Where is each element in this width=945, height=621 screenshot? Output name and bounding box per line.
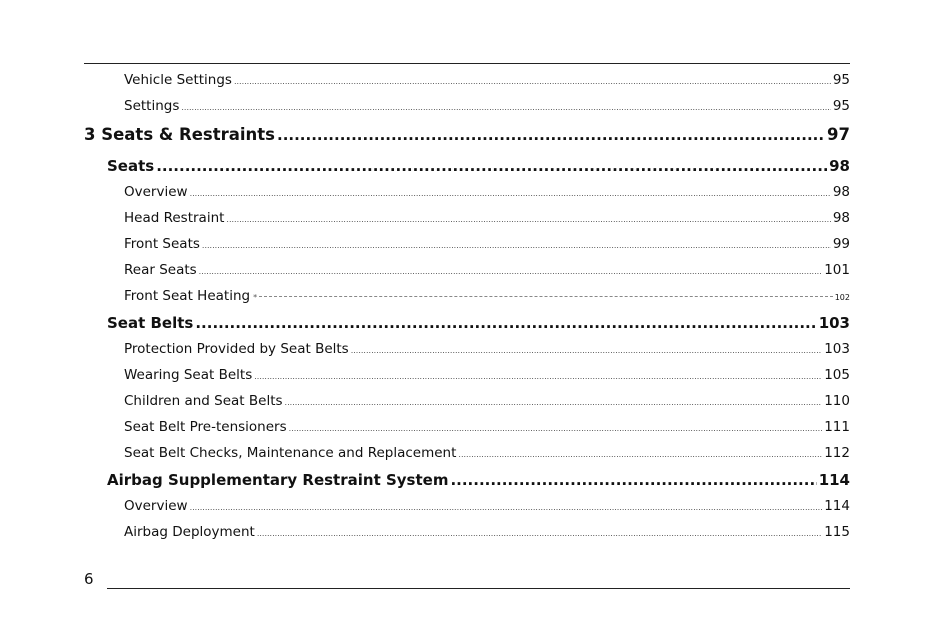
dot-leader xyxy=(226,215,830,224)
toc-entry-title: Settings xyxy=(124,98,180,114)
toc-entry-page: 112 xyxy=(824,445,850,461)
dot-leader xyxy=(254,372,822,381)
dot-leader xyxy=(190,503,823,512)
toc-entry-title: Wearing Seat Belts xyxy=(124,367,253,383)
toc-entry-title: Front Seat Heating xyxy=(124,288,251,304)
toc-entry-page: 103 xyxy=(824,341,850,357)
toc-entry[interactable]: Front Seat Heating * 102 xyxy=(124,288,850,304)
toc-entry[interactable]: Protection Provided by Seat Belts 103 xyxy=(124,341,850,357)
toc-entry-title: Overview xyxy=(124,184,188,200)
toc-entry-title: Airbag Supplementary Restraint System xyxy=(107,471,449,489)
dot-leader xyxy=(351,346,823,355)
toc-entry-title: Head Restraint xyxy=(124,210,225,226)
toc-entry-page: 105 xyxy=(824,367,850,383)
toc-entry[interactable]: Seats 98 xyxy=(107,157,850,175)
toc-entry[interactable]: Seat Belts 103 xyxy=(107,314,850,332)
toc-entry-title: Vehicle Settings xyxy=(124,72,232,88)
toc-entry-page: 95 xyxy=(832,72,850,88)
toc-entry-title: Seat Belts xyxy=(107,314,194,332)
toc-entry[interactable]: Settings 95 xyxy=(124,98,850,114)
dot-leader xyxy=(289,424,823,433)
toc-entry[interactable]: Seat Belt Checks, Maintenance and Replac… xyxy=(124,445,850,461)
dot-leader xyxy=(285,398,823,407)
toc-entry-page: 101 xyxy=(824,262,850,278)
toc-entry-page: 111 xyxy=(824,419,850,435)
toc-entry-title: Rear Seats xyxy=(124,262,197,278)
toc-entry-page: 98 xyxy=(832,210,850,226)
toc-entry-title: Seat Belt Pre-tensioners xyxy=(124,419,287,435)
dot-leader xyxy=(257,529,822,538)
toc-entry[interactable]: Head Restraint 98 xyxy=(124,210,850,226)
toc-entry-title: 3 Seats & Restraints xyxy=(84,125,276,144)
toc-entry-page: 114 xyxy=(818,471,850,489)
dot-leader xyxy=(199,267,823,276)
toc-entry-page: 98 xyxy=(832,184,850,200)
dot-leader xyxy=(181,103,830,112)
dot-leader xyxy=(202,241,831,250)
dot-leader xyxy=(156,157,827,175)
footer-rule xyxy=(107,588,850,589)
dot-leader xyxy=(450,471,816,489)
toc-entry-page: 98 xyxy=(829,157,850,175)
toc-entry[interactable]: Airbag Deployment 115 xyxy=(124,524,850,540)
toc-entry[interactable]: 3 Seats & Restraints 97 xyxy=(84,125,850,144)
toc-entry-page: 97 xyxy=(827,125,850,144)
toc-entry-title: Children and Seat Belts xyxy=(124,393,283,409)
dot-leader xyxy=(234,77,831,86)
toc-entry-page: 95 xyxy=(832,98,850,114)
toc-entry[interactable]: Children and Seat Belts 110 xyxy=(124,393,850,409)
footnote-marker: * xyxy=(253,293,258,302)
dot-leader xyxy=(458,450,822,459)
toc-entry-page: 102 xyxy=(834,293,850,302)
toc-entry-title: Seat Belt Checks, Maintenance and Replac… xyxy=(124,445,457,461)
toc-entry[interactable]: Airbag Supplementary Restraint System 114 xyxy=(107,471,850,489)
toc-entry[interactable]: Overview 98 xyxy=(124,184,850,200)
toc-entry[interactable]: Wearing Seat Belts 105 xyxy=(124,367,850,383)
toc-entry[interactable]: Seat Belt Pre-tensioners 111 xyxy=(124,419,850,435)
toc-entry[interactable]: Rear Seats 101 xyxy=(124,262,850,278)
dot-leader xyxy=(195,314,816,332)
toc-entry-title: Seats xyxy=(107,157,155,175)
top-rule xyxy=(84,63,850,64)
toc-entry-title: Airbag Deployment xyxy=(124,524,255,540)
dot-leader xyxy=(277,126,825,144)
dot-leader xyxy=(259,296,833,300)
toc-entry-title: Protection Provided by Seat Belts xyxy=(124,341,349,357)
toc-entry-page: 103 xyxy=(818,314,850,332)
toc-entry-title: Overview xyxy=(124,498,188,514)
toc-entry[interactable]: Overview 114 xyxy=(124,498,850,514)
toc-entry-page: 114 xyxy=(824,498,850,514)
dot-leader xyxy=(190,189,831,198)
page-number: 6 xyxy=(84,570,94,588)
toc-entry[interactable]: Front Seats 99 xyxy=(124,236,850,252)
toc-entry-title: Front Seats xyxy=(124,236,200,252)
toc-entry-page: 99 xyxy=(832,236,850,252)
toc-entry-page: 110 xyxy=(824,393,850,409)
toc-entry-page: 115 xyxy=(824,524,850,540)
toc-entry[interactable]: Vehicle Settings 95 xyxy=(124,72,850,88)
